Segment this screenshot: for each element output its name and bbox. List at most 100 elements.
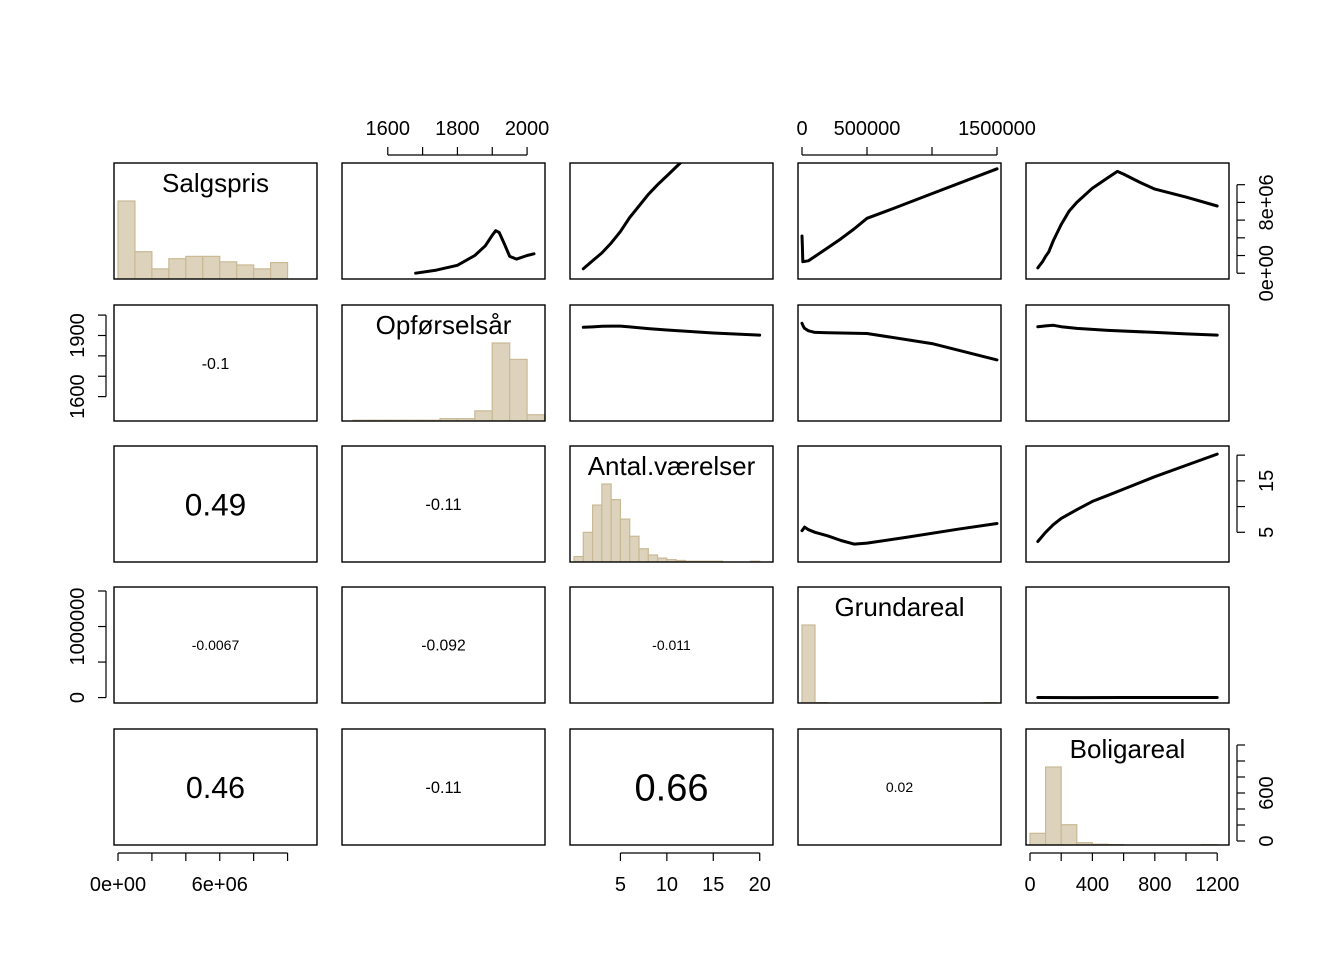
tick-label: 1200	[1195, 874, 1240, 896]
smoother-line	[800, 321, 999, 362]
panel-frame	[1025, 728, 1230, 846]
histogram-grundareal	[801, 624, 998, 703]
tick-label: 15	[1256, 470, 1278, 492]
tick-label: 0e+00	[1256, 245, 1278, 301]
histogram-salgspris	[117, 200, 289, 279]
tick-label: 2000	[505, 118, 550, 140]
smoother-panel	[1036, 452, 1219, 543]
histogram-bar	[202, 255, 221, 279]
smoother-panel	[800, 522, 999, 546]
histogram-opfrselsr	[352, 342, 545, 421]
histogram-bar	[1029, 832, 1047, 845]
histogram-bar	[1060, 824, 1078, 845]
tick-label: 1000000	[67, 588, 89, 666]
panel-frame	[569, 728, 774, 846]
correlation-value: 0.46	[186, 771, 245, 805]
histogram-bar	[509, 358, 528, 421]
smoother-panel	[1036, 323, 1219, 337]
panel-frame	[1025, 445, 1230, 563]
histogram-bar	[526, 414, 545, 421]
variable-label: Grundareal	[834, 592, 964, 622]
panel-frame	[569, 162, 774, 280]
histogram-bar	[236, 264, 255, 279]
smoother-panel	[581, 324, 762, 337]
panel-frame	[569, 586, 774, 704]
tick-label: 6e+06	[192, 874, 248, 896]
tick-label: 20	[749, 874, 771, 896]
panel-frame	[1025, 304, 1230, 422]
panel-frame	[113, 162, 318, 280]
smoother-line	[1036, 169, 1219, 270]
smoother-line	[414, 229, 536, 275]
tick-label: 800	[1138, 874, 1171, 896]
panel-frame	[341, 445, 546, 563]
smoother-panel	[800, 167, 999, 264]
panel-frame	[569, 445, 774, 563]
panel-frame	[797, 728, 1002, 846]
tick-label: 5	[1256, 527, 1278, 538]
smoother-line	[581, 163, 683, 271]
correlation-value: -0.011	[652, 637, 691, 653]
histogram-bar	[573, 555, 584, 562]
panel-frame	[341, 162, 546, 280]
tick-label: 1500000	[958, 118, 1036, 140]
panel-frame	[341, 728, 546, 846]
histogram-bar	[629, 535, 640, 562]
histogram-bar	[474, 410, 493, 421]
smoother-line	[800, 167, 999, 264]
correlation-value: -0.0067	[192, 637, 240, 653]
panel-frame	[797, 304, 1002, 422]
histogram-bar	[168, 258, 187, 279]
variable-label: Antal.værelser	[588, 451, 756, 481]
tick-label: 15	[702, 874, 724, 896]
correlation-value: 0.49	[185, 486, 247, 522]
tick-label: 5	[615, 874, 626, 896]
variable-label: Opførselsår	[376, 310, 512, 340]
panel-frame	[341, 586, 546, 704]
histogram-bar	[270, 262, 289, 279]
histogram-bar	[134, 251, 153, 279]
histogram-bar	[219, 261, 238, 279]
tick-label: 10	[656, 874, 678, 896]
tick-label: 0	[1024, 874, 1035, 896]
variable-label: Salgspris	[162, 168, 269, 198]
tick-label: 600	[1256, 776, 1278, 809]
smoother-panel	[800, 321, 999, 362]
correlation-value: 0.66	[635, 768, 709, 810]
smoother-panel	[1036, 169, 1219, 270]
panel-frame	[797, 586, 1002, 704]
histogram-bar	[117, 200, 136, 279]
histogram-bar	[619, 518, 631, 562]
histogram-bar	[185, 255, 204, 279]
histogram-bar	[601, 483, 612, 562]
histogram-bar	[491, 342, 511, 421]
panel-frame	[113, 728, 318, 846]
tick-label: 1900	[67, 313, 89, 358]
panel-frame	[113, 304, 318, 422]
histogram-boligareal	[1029, 766, 1218, 845]
histogram-bar	[253, 268, 272, 279]
correlation-value: -0.1	[202, 356, 230, 373]
panel-frame	[113, 586, 318, 704]
tick-label: 0	[796, 118, 807, 140]
tick-label: 500000	[834, 118, 901, 140]
panel-frame	[797, 445, 1002, 563]
histogram-bar	[801, 624, 816, 703]
correlation-value: -0.092	[421, 638, 465, 655]
histogram-bar	[638, 548, 649, 562]
tick-label: 1800	[435, 118, 480, 140]
variable-label: Boligareal	[1070, 734, 1186, 764]
histogram-bar	[591, 504, 603, 562]
correlation-value: -0.11	[425, 496, 461, 514]
histogram-antalvrelser	[573, 483, 761, 562]
tick-label: 1600	[67, 374, 89, 419]
smoother-line	[581, 324, 762, 337]
correlation-value: 0.02	[886, 779, 913, 795]
tick-label: 0	[67, 692, 89, 703]
smoother-line	[800, 522, 999, 546]
panel-frame	[113, 445, 318, 563]
histogram-bar	[151, 268, 170, 279]
histogram-bar	[1044, 766, 1062, 845]
smoother-line	[1036, 452, 1219, 543]
